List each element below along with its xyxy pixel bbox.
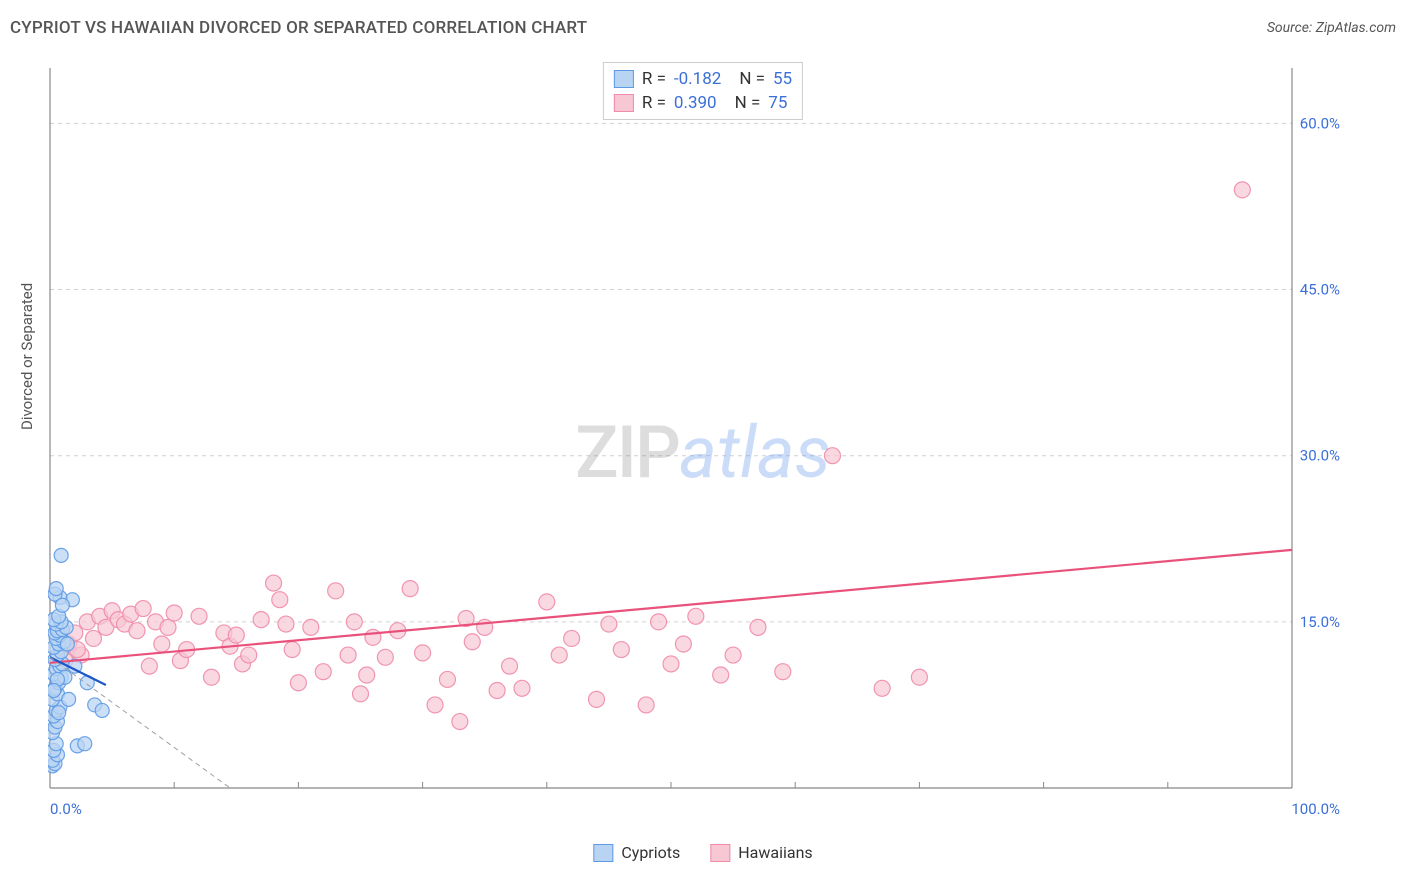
- swatch-cypriots: [593, 844, 613, 862]
- legend-item-cypriots: Cypriots: [593, 843, 680, 862]
- stat-n-cypriots: 55: [773, 69, 792, 89]
- svg-text:45.0%: 45.0%: [1300, 281, 1340, 299]
- svg-text:60.0%: 60.0%: [1300, 114, 1340, 132]
- stat-r-label: R =: [642, 93, 666, 113]
- svg-text:0.0%: 0.0%: [50, 800, 82, 818]
- swatch-cypriots: [614, 70, 634, 88]
- stats-row-cypriots: R = -0.182 N = 55: [614, 67, 792, 91]
- stat-n-hawaiians: 75: [768, 93, 787, 113]
- legend-item-hawaiians: Hawaiians: [710, 843, 812, 862]
- stats-row-hawaiians: R = 0.390 N = 75: [614, 91, 792, 115]
- stat-r-label: R =: [642, 69, 666, 89]
- stat-r-cypriots: -0.182: [674, 69, 721, 89]
- legend-label-hawaiians: Hawaiians: [738, 843, 812, 862]
- stat-r-hawaiians: 0.390: [674, 93, 717, 113]
- legend-label-cypriots: Cypriots: [621, 843, 680, 862]
- chart-plot-area: 15.0% 30.0% 45.0% 60.0% 0.0% 100.0%: [48, 60, 1348, 830]
- svg-text:30.0%: 30.0%: [1300, 447, 1340, 465]
- stat-n-label: N =: [735, 93, 761, 113]
- scatter-svg: 15.0% 30.0% 45.0% 60.0% 0.0% 100.0%: [48, 60, 1348, 830]
- stats-legend: R = -0.182 N = 55 R = 0.390 N = 75: [603, 62, 803, 120]
- chart-source: Source: ZipAtlas.com: [1267, 20, 1396, 36]
- series-legend: Cypriots Hawaiians: [593, 843, 812, 862]
- svg-text:15.0%: 15.0%: [1300, 613, 1340, 631]
- swatch-hawaiians: [614, 94, 634, 112]
- chart-header: CYPRIOT VS HAWAIIAN DIVORCED OR SEPARATE…: [10, 18, 1396, 38]
- stat-n-label: N =: [739, 69, 765, 89]
- swatch-hawaiians: [710, 844, 730, 862]
- y-axis-label: Divorced or Separated: [18, 283, 36, 430]
- svg-text:100.0%: 100.0%: [1291, 800, 1340, 818]
- chart-title: CYPRIOT VS HAWAIIAN DIVORCED OR SEPARATE…: [10, 18, 587, 38]
